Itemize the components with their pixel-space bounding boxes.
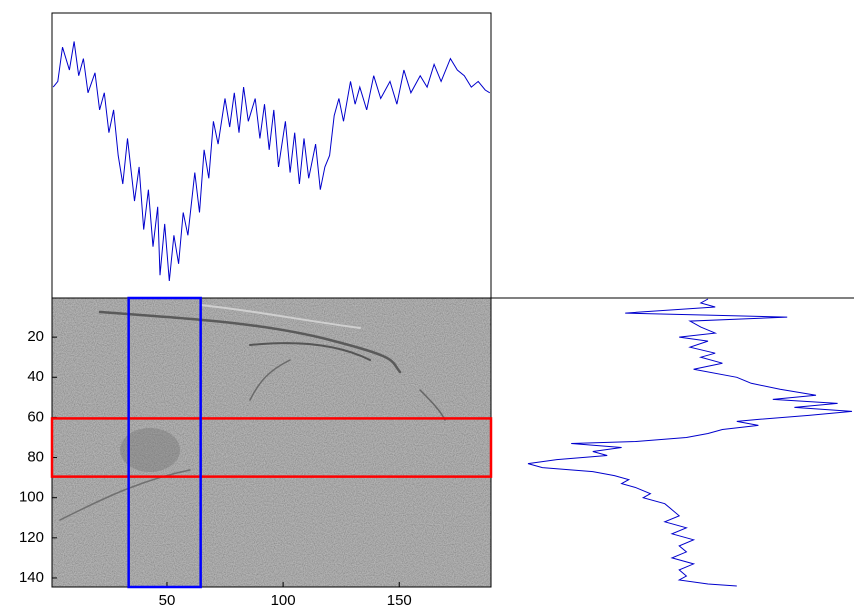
row-band bbox=[50, 417, 493, 478]
image bbox=[52, 298, 491, 587]
x-tick-label: 100 bbox=[271, 592, 296, 609]
column-band bbox=[127, 296, 202, 589]
y-tick-label: 140 bbox=[19, 569, 44, 586]
profile-line bbox=[527, 298, 853, 587]
x-tick-label: 150 bbox=[387, 592, 412, 609]
y-tick-label: 40 bbox=[27, 368, 44, 385]
image-ridges bbox=[59, 304, 446, 521]
y-tick-label: 120 bbox=[19, 529, 44, 546]
profile-line bbox=[52, 41, 491, 281]
y-tick-label: 60 bbox=[27, 408, 44, 425]
y-tick-label: 100 bbox=[19, 489, 44, 506]
y-tick-label: 80 bbox=[27, 449, 44, 466]
image-texture bbox=[52, 298, 491, 587]
y-tick-label: 20 bbox=[27, 328, 44, 345]
x-tick-label: 50 bbox=[159, 592, 176, 609]
